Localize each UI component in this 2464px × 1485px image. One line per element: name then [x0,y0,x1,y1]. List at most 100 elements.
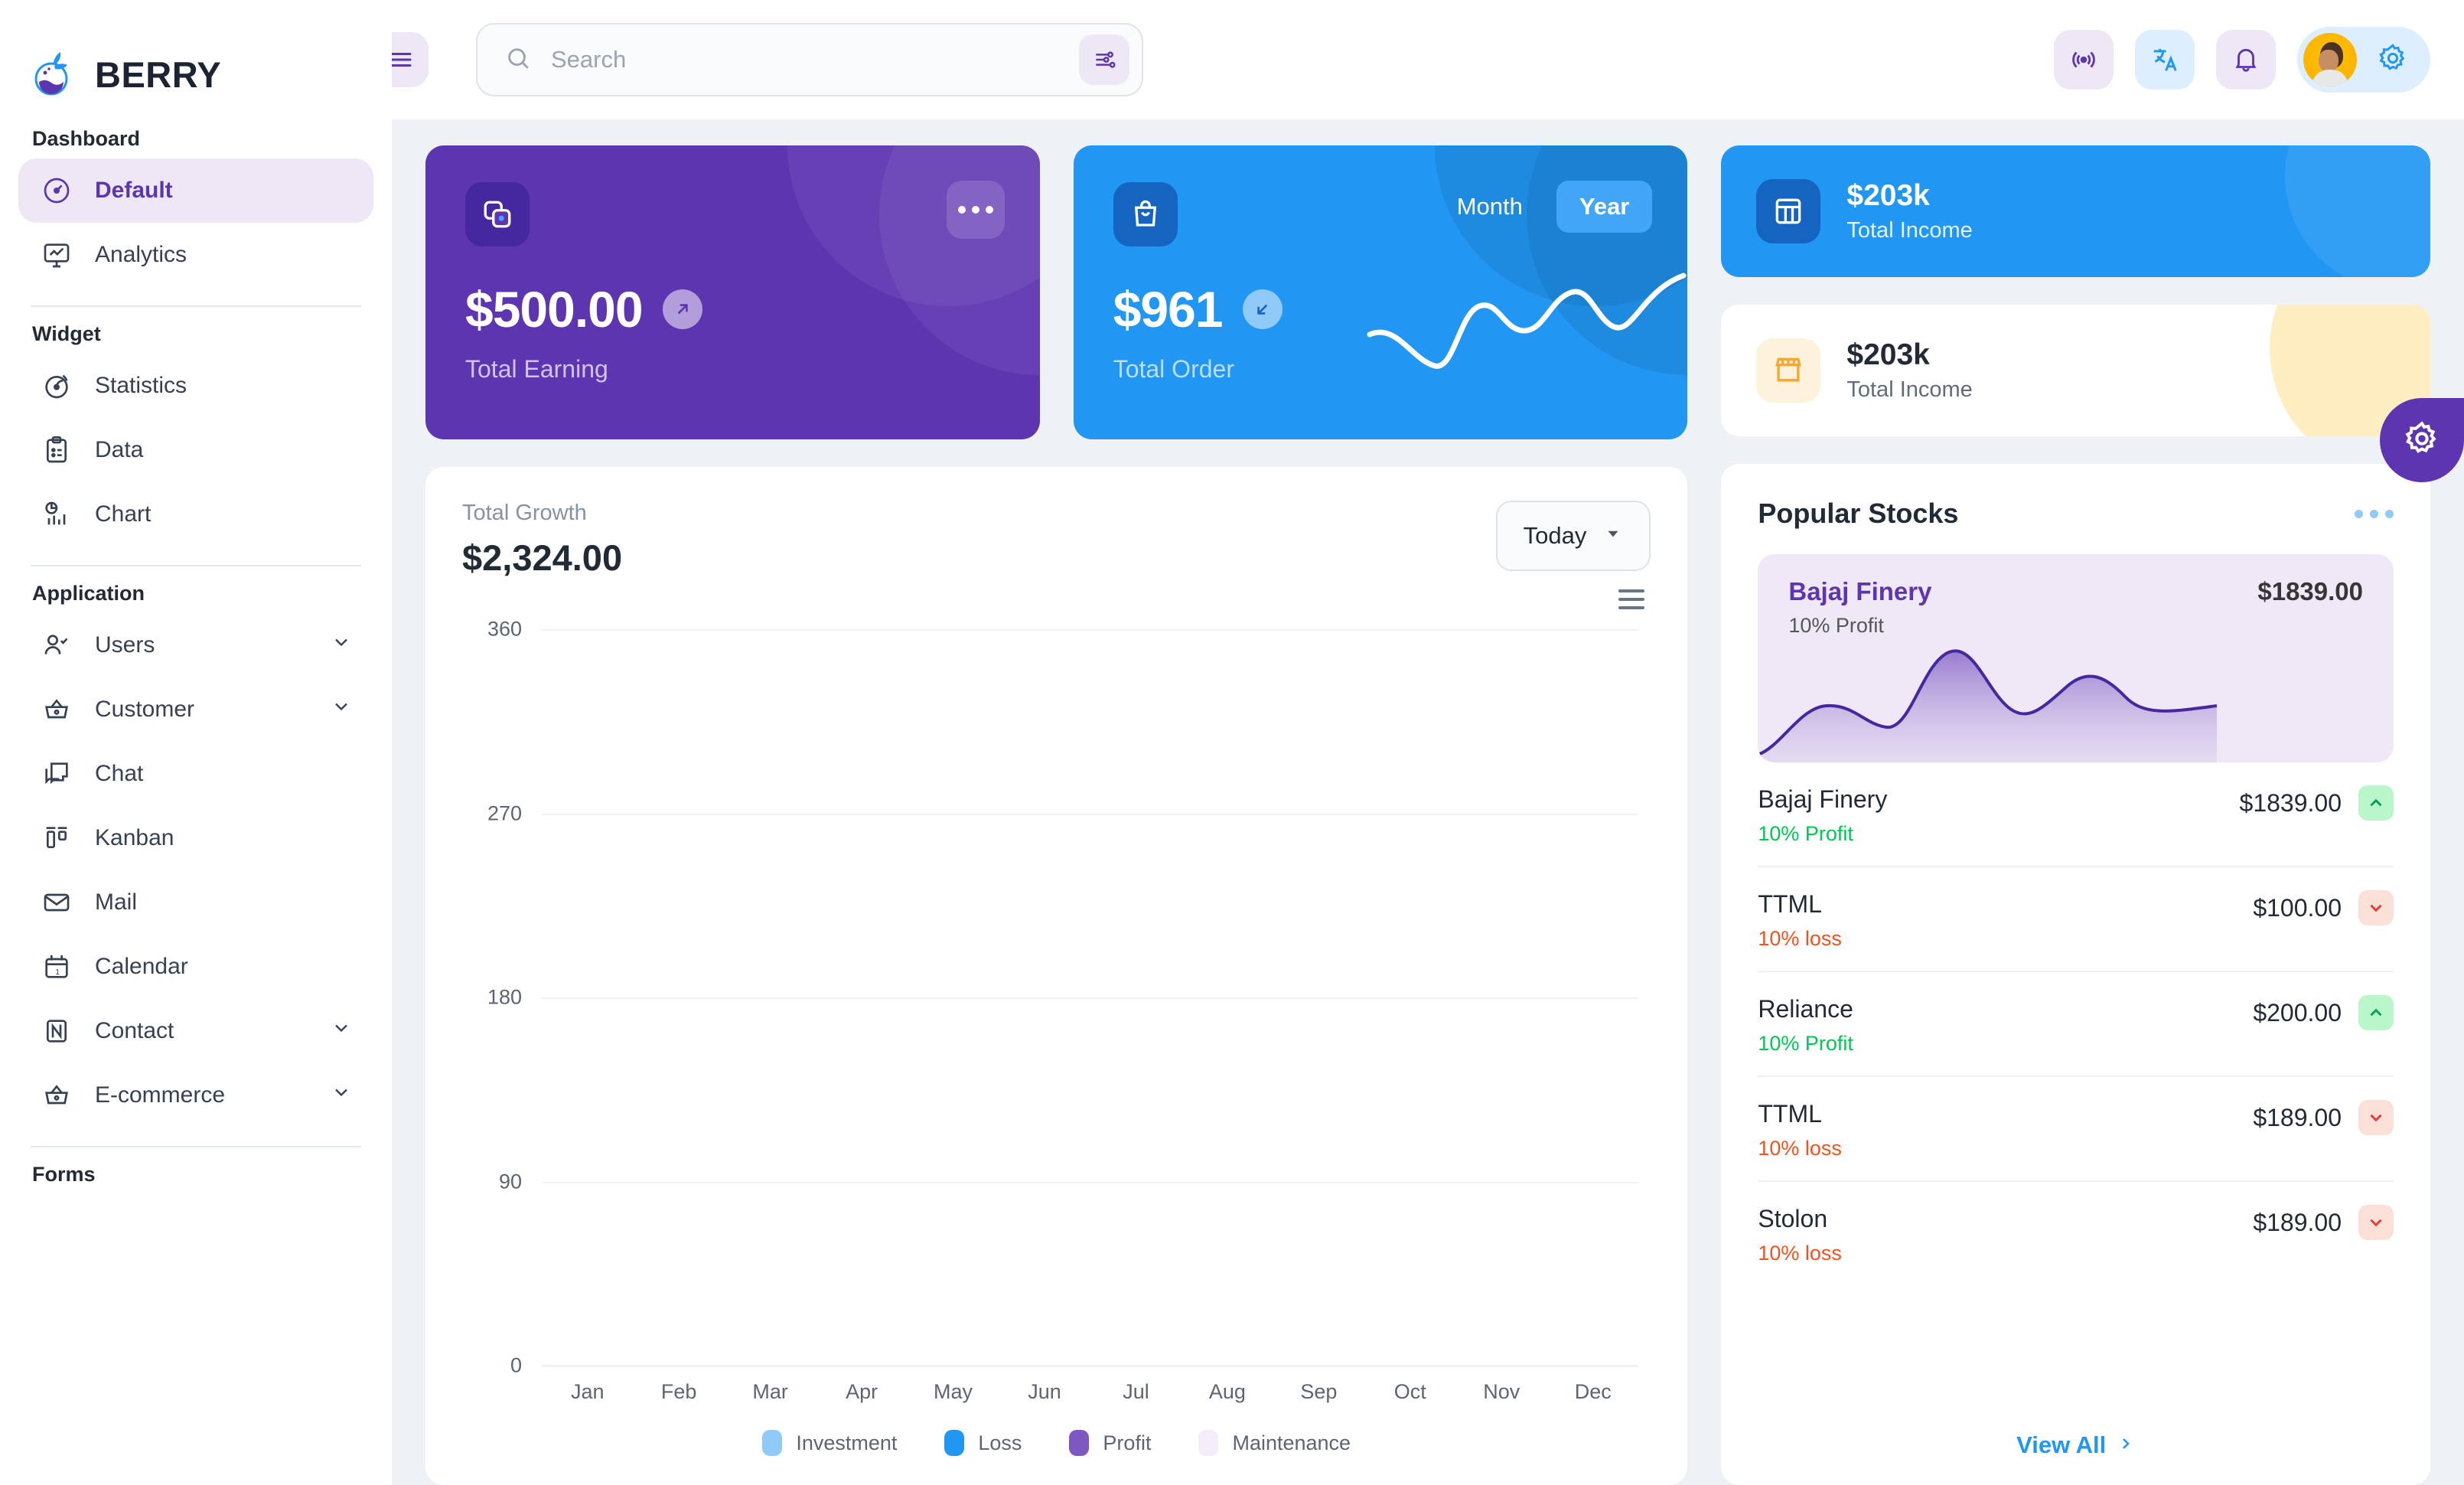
sidebar-item-chart[interactable]: Chart [18,482,373,547]
bar-group[interactable] [725,631,816,1367]
chevron-down-icon[interactable] [2358,1205,2394,1240]
dashboard-content: $500.00 Total Earning Month [392,119,2464,1485]
header-actions [2054,27,2430,93]
stock-row[interactable]: Stolon 10% loss $189.00 [1758,1182,2394,1285]
x-axis-label: Dec [1574,1380,1612,1403]
bar-group[interactable] [1273,631,1364,1367]
growth-range-select[interactable]: Today [1495,501,1651,571]
sidebar-item-label: Customer [95,697,195,722]
sidebar-item-chat[interactable]: Chat [18,742,373,806]
stock-row[interactable]: Bajaj Finery 10% Profit $1839.00 [1758,762,2394,867]
sidebar-item-label: Kanban [95,825,174,850]
copy-stack-icon [465,182,530,246]
sidebar-item-label: Users [95,632,155,658]
calendar-icon: 1 [40,950,73,984]
chevron-up-icon[interactable] [2358,785,2394,821]
stock-name: TTML [1758,890,1822,918]
toggle-year[interactable]: Year [1556,181,1653,233]
sidebar-item-default[interactable]: Default [18,158,373,223]
growth-title: Total Growth [462,501,587,525]
chevron-down-icon [1603,522,1623,550]
legend-item[interactable]: Investment [762,1430,897,1456]
legend-item[interactable]: Profit [1069,1430,1151,1456]
monitor-chart-icon [40,238,73,272]
total-order-label: Total Order [1113,355,1234,383]
bar-group[interactable] [908,631,999,1367]
more-horizontal-icon[interactable] [946,181,1005,239]
chart-gridline: 360 [487,618,1639,641]
sidebar-item-analytics[interactable]: Analytics [18,223,373,287]
featured-stock-price: $1839.00 [2257,577,2363,605]
bar-group[interactable] [1456,631,1547,1367]
chat-bubble-icon [40,757,73,791]
total-order-card: Month Year $961 [1073,145,1688,439]
settings-fab[interactable] [2380,398,2464,482]
stock-row[interactable]: Reliance 10% Profit $200.00 [1758,972,2394,1077]
profile-menu[interactable] [2297,27,2430,93]
left-column: $500.00 Total Earning Month [425,145,1688,1485]
sidebar-item-data[interactable]: Data [18,418,373,482]
chevron-down-icon[interactable] [331,1082,352,1109]
legend-item[interactable]: Maintenance [1198,1430,1351,1456]
bar-group[interactable] [633,631,724,1367]
chevron-down-icon[interactable] [331,696,352,723]
hamburger-menu-icon[interactable] [392,32,429,87]
sidebar-item-kanban[interactable]: Kanban [18,806,373,870]
stock-change: 10% loss [1758,927,1842,950]
brand[interactable]: BERRY [0,0,392,119]
sidebar-item-users[interactable]: Users [18,613,373,677]
more-horizontal-icon[interactable] [2355,509,2394,518]
sidebar-item-mail[interactable]: Mail [18,870,373,935]
bar-group[interactable] [816,631,907,1367]
bar-group[interactable] [1547,631,1638,1367]
toggle-month[interactable]: Month [1456,193,1523,220]
featured-stock[interactable]: Bajaj Finery $1839.00 10% Profit [1758,554,2394,762]
sidebar-item-calendar[interactable]: 1 Calendar [18,935,373,999]
basket-icon [40,693,73,726]
bar-group[interactable] [1364,631,1455,1367]
x-axis-label: Oct [1393,1380,1426,1403]
legend-swatch [762,1430,783,1456]
y-axis-tick: 270 [487,801,522,824]
bell-icon[interactable] [2216,30,2276,90]
chart-gridline: 270 [487,801,1639,824]
hamburger-chart-menu-icon[interactable] [1618,589,1645,609]
search-input[interactable] [551,46,1059,73]
stock-name: Reliance [1758,995,1853,1023]
y-axis-tick: 0 [510,1353,522,1377]
legend-swatch [944,1430,965,1456]
view-all-link[interactable]: View All [1758,1408,2394,1459]
bar-group[interactable] [999,631,1090,1367]
broadcast-icon[interactable] [2054,30,2114,90]
stock-name: TTML [1758,1100,1822,1128]
sliders-filter-icon[interactable] [1079,34,1129,85]
x-axis-label: Apr [846,1380,878,1403]
bar-group[interactable] [542,631,633,1367]
stock-row[interactable]: TTML 10% loss $100.00 [1758,867,2394,972]
chevron-up-icon[interactable] [2358,995,2394,1030]
sidebar-item-statistics[interactable]: Statistics [18,354,373,418]
sidebar-item-label: Contact [95,1018,174,1043]
sidebar-item-contact[interactable]: Contact [18,999,373,1063]
total-income-card-white: $203k Total Income [1721,305,2430,436]
user-check-icon [40,628,73,662]
sidebar-item-ecommerce[interactable]: E-commerce [18,1063,373,1128]
gear-icon[interactable] [2377,42,2409,78]
chevron-down-icon[interactable] [331,632,352,659]
chevron-down-icon[interactable] [2358,1100,2394,1135]
search-bar[interactable] [476,23,1143,96]
y-axis-tick: 180 [487,985,522,1009]
stock-row[interactable]: TTML 10% loss $189.00 [1758,1077,2394,1182]
bar-group[interactable] [1090,631,1181,1367]
chevron-right-icon [2117,1431,2135,1459]
bar-group[interactable] [1181,631,1273,1367]
chevron-down-icon[interactable] [2358,890,2394,925]
translate-icon[interactable] [2135,30,2195,90]
legend-item[interactable]: Loss [944,1430,1022,1456]
storefront-icon [1756,338,1821,403]
sidebar-divider [31,1146,361,1147]
avatar [2303,33,2357,86]
sidebar-item-customer[interactable]: Customer [18,677,373,742]
total-earning-card: $500.00 Total Earning [425,145,1040,439]
chevron-down-icon[interactable] [331,1017,352,1045]
